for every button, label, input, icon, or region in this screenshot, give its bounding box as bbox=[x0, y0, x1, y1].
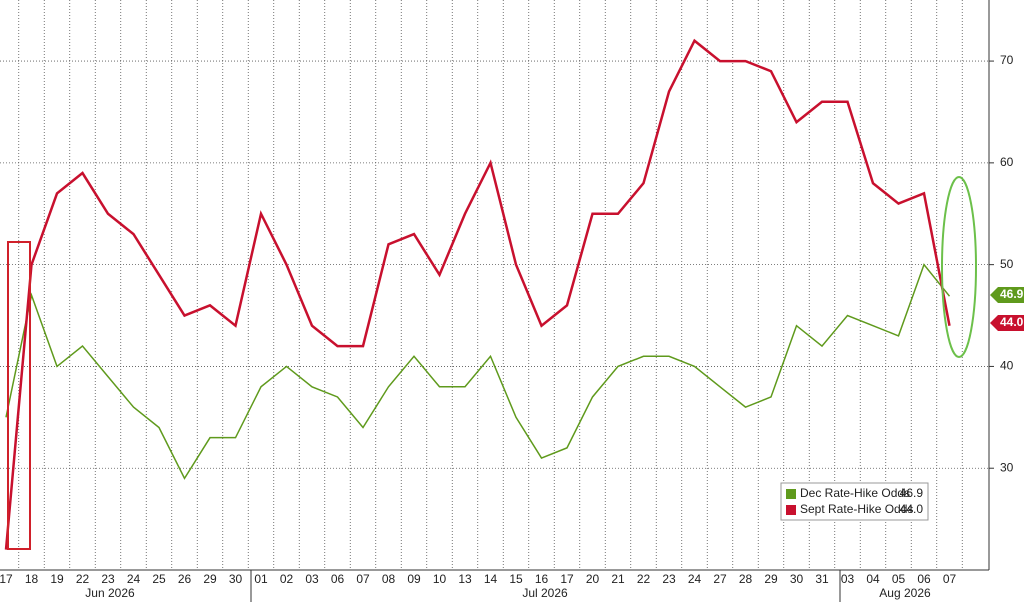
legend-value: 46.9 bbox=[900, 486, 924, 500]
month-label: Jul 2026 bbox=[522, 586, 568, 600]
x-tick-label: 23 bbox=[662, 572, 676, 586]
x-tick-label: 04 bbox=[866, 572, 880, 586]
legend-swatch bbox=[786, 489, 796, 499]
legend-label: Dec Rate-Hike Odds bbox=[800, 486, 910, 500]
highlight-box bbox=[7, 241, 31, 550]
x-tick-label: 09 bbox=[407, 572, 421, 586]
legend-swatch bbox=[786, 505, 796, 515]
x-tick-label: 19 bbox=[50, 572, 64, 586]
month-label: Jun 2026 bbox=[85, 586, 135, 600]
x-tick-label: 24 bbox=[127, 572, 141, 586]
x-tick-label: 30 bbox=[790, 572, 804, 586]
x-tick-label: 08 bbox=[382, 572, 396, 586]
x-tick-label: 06 bbox=[331, 572, 345, 586]
x-tick-label: 14 bbox=[484, 572, 498, 586]
x-tick-label: 30 bbox=[229, 572, 243, 586]
x-tick-label: 17 bbox=[0, 572, 13, 586]
value-tag-label: 44.0 bbox=[1000, 315, 1024, 329]
legend-value: 44.0 bbox=[900, 502, 924, 516]
x-tick-label: 10 bbox=[433, 572, 447, 586]
x-tick-label: 02 bbox=[280, 572, 294, 586]
y-tick-label: 40 bbox=[1000, 359, 1014, 373]
x-tick-label: 29 bbox=[764, 572, 778, 586]
plot bbox=[0, 0, 989, 570]
y-tick-label: 30 bbox=[1000, 460, 1014, 474]
y-tick-label: 60 bbox=[1000, 155, 1014, 169]
x-tick-label: 17 bbox=[560, 572, 574, 586]
x-tick-label: 29 bbox=[203, 572, 217, 586]
x-tick-label: 23 bbox=[101, 572, 115, 586]
month-label: Aug 2026 bbox=[879, 586, 931, 600]
x-tick-label: 03 bbox=[305, 572, 319, 586]
x-tick-label: 24 bbox=[688, 572, 702, 586]
x-tick-label: 21 bbox=[611, 572, 625, 586]
x-tick-label: 27 bbox=[713, 572, 727, 586]
series-line bbox=[4, 38, 951, 550]
x-tick-label: 20 bbox=[586, 572, 600, 586]
y-tick-label: 70 bbox=[1000, 53, 1014, 67]
legend bbox=[780, 482, 929, 521]
highlight-ellipse bbox=[941, 176, 977, 358]
x-tick-label: 22 bbox=[76, 572, 90, 586]
value-tag bbox=[990, 315, 1024, 331]
x-tick-label: 26 bbox=[178, 572, 192, 586]
x-tick-label: 18 bbox=[25, 572, 39, 586]
y-tick-label: 50 bbox=[1000, 257, 1014, 271]
series-line bbox=[5, 263, 951, 480]
x-tick-label: 03 bbox=[841, 572, 855, 586]
x-tick-label: 06 bbox=[917, 572, 931, 586]
x-tick-label: 05 bbox=[892, 572, 906, 586]
value-tag bbox=[990, 287, 1024, 303]
x-tick-label: 15 bbox=[509, 572, 523, 586]
x-tick-label: 13 bbox=[458, 572, 472, 586]
x-tick-label: 25 bbox=[152, 572, 166, 586]
x-tick-label: 07 bbox=[943, 572, 957, 586]
x-tick-label: 31 bbox=[815, 572, 829, 586]
x-tick-label: 28 bbox=[739, 572, 753, 586]
x-tick-label: 16 bbox=[535, 572, 549, 586]
x-tick-label: 01 bbox=[254, 572, 268, 586]
legend-label: Sept Rate-Hike Odds bbox=[800, 502, 913, 516]
x-tick-label: 22 bbox=[637, 572, 651, 586]
x-tick-label: 07 bbox=[356, 572, 370, 586]
value-tag-label: 46.9 bbox=[1000, 287, 1024, 301]
